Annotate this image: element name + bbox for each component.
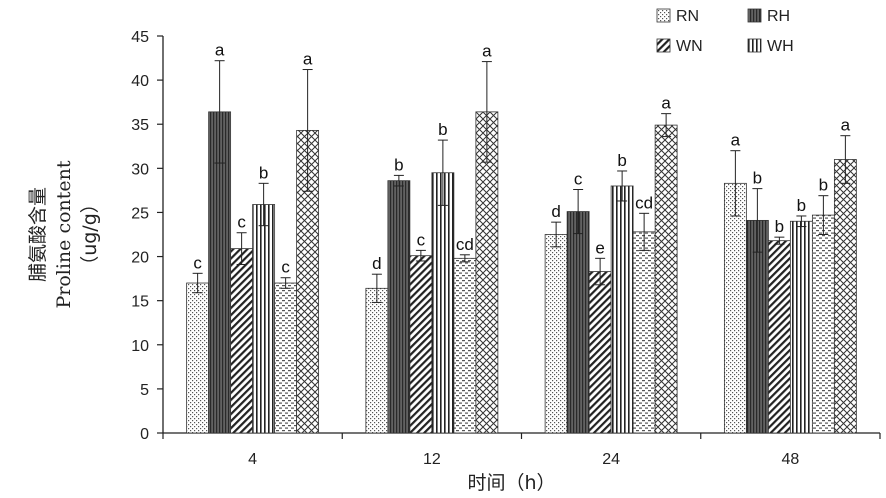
data-label: a (841, 116, 851, 135)
data-label: b (797, 196, 806, 215)
y-axis-title: 脯氨酸含量 (27, 187, 49, 282)
bar (387, 180, 411, 434)
bar (409, 255, 433, 434)
y-tick-label: 40 (131, 73, 149, 90)
data-label: b (819, 176, 828, 195)
data-label: a (661, 94, 671, 113)
bar (453, 257, 477, 434)
legend-swatch (656, 38, 671, 53)
y-tick-label: 20 (131, 250, 149, 267)
bar (833, 159, 857, 434)
x-tick-label: 4 (248, 451, 257, 468)
bars (186, 60, 857, 434)
data-label: c (237, 213, 246, 232)
x-tick-label: 12 (423, 451, 441, 468)
legend-label: RN (676, 8, 699, 25)
data-label: a (215, 41, 225, 60)
legend-swatch (747, 8, 762, 23)
legend-label: WH (767, 38, 794, 55)
data-label: d (551, 202, 560, 221)
data-label: c (193, 253, 202, 272)
data-label: b (259, 163, 268, 182)
data-label: e (595, 238, 604, 257)
data-label: b (394, 155, 403, 174)
bar (767, 240, 791, 434)
legend-label: RH (767, 8, 790, 25)
y-tick-label: 10 (131, 338, 149, 355)
y-tick-label: 0 (140, 426, 149, 443)
bar (186, 282, 210, 434)
data-label: b (438, 120, 447, 139)
bar (723, 182, 747, 434)
y-tick-label: 25 (131, 205, 149, 222)
y-tick-label: 15 (131, 294, 149, 311)
bar (632, 231, 656, 434)
bar (544, 234, 568, 434)
legend-swatch (747, 38, 762, 53)
data-label: a (303, 50, 313, 69)
data-label: d (372, 254, 381, 273)
bar (811, 214, 835, 434)
bar (365, 287, 389, 434)
y-tick-label: 35 (131, 117, 149, 134)
legend-swatch (656, 8, 671, 23)
data-label: c (417, 230, 426, 249)
bar (252, 204, 276, 434)
bar (274, 282, 298, 434)
y-axis-title: Proline content (53, 160, 75, 308)
y-tick-label: 5 (140, 382, 149, 399)
bar (789, 220, 813, 434)
legend-label: WN (676, 38, 703, 55)
bar (654, 124, 678, 434)
data-label: a (731, 131, 741, 150)
y-tick-label: 45 (131, 29, 149, 46)
bar (588, 271, 612, 434)
legend: RN RH WN WH (656, 8, 794, 55)
data-label: b (617, 151, 626, 170)
data-label: b (753, 169, 762, 188)
y-tick-label: 30 (131, 161, 149, 178)
data-label: cd (456, 235, 474, 254)
data-label: a (482, 42, 492, 61)
bar (566, 211, 590, 434)
data-label: cd (635, 193, 653, 212)
x-axis-title: 时间（h） (467, 472, 555, 494)
data-label: b (775, 217, 784, 236)
data-label: c (574, 170, 583, 189)
y-axis-title: （ug/g） (79, 194, 101, 275)
x-tick-label: 24 (602, 451, 620, 468)
bar (431, 172, 455, 434)
axis-titles: 时间（h） 脯氨酸含量 Proline content （ug/g） (27, 160, 556, 494)
data-label: c (281, 258, 290, 277)
x-tick-label: 48 (781, 451, 799, 468)
bar (610, 185, 634, 434)
bar (230, 248, 254, 434)
